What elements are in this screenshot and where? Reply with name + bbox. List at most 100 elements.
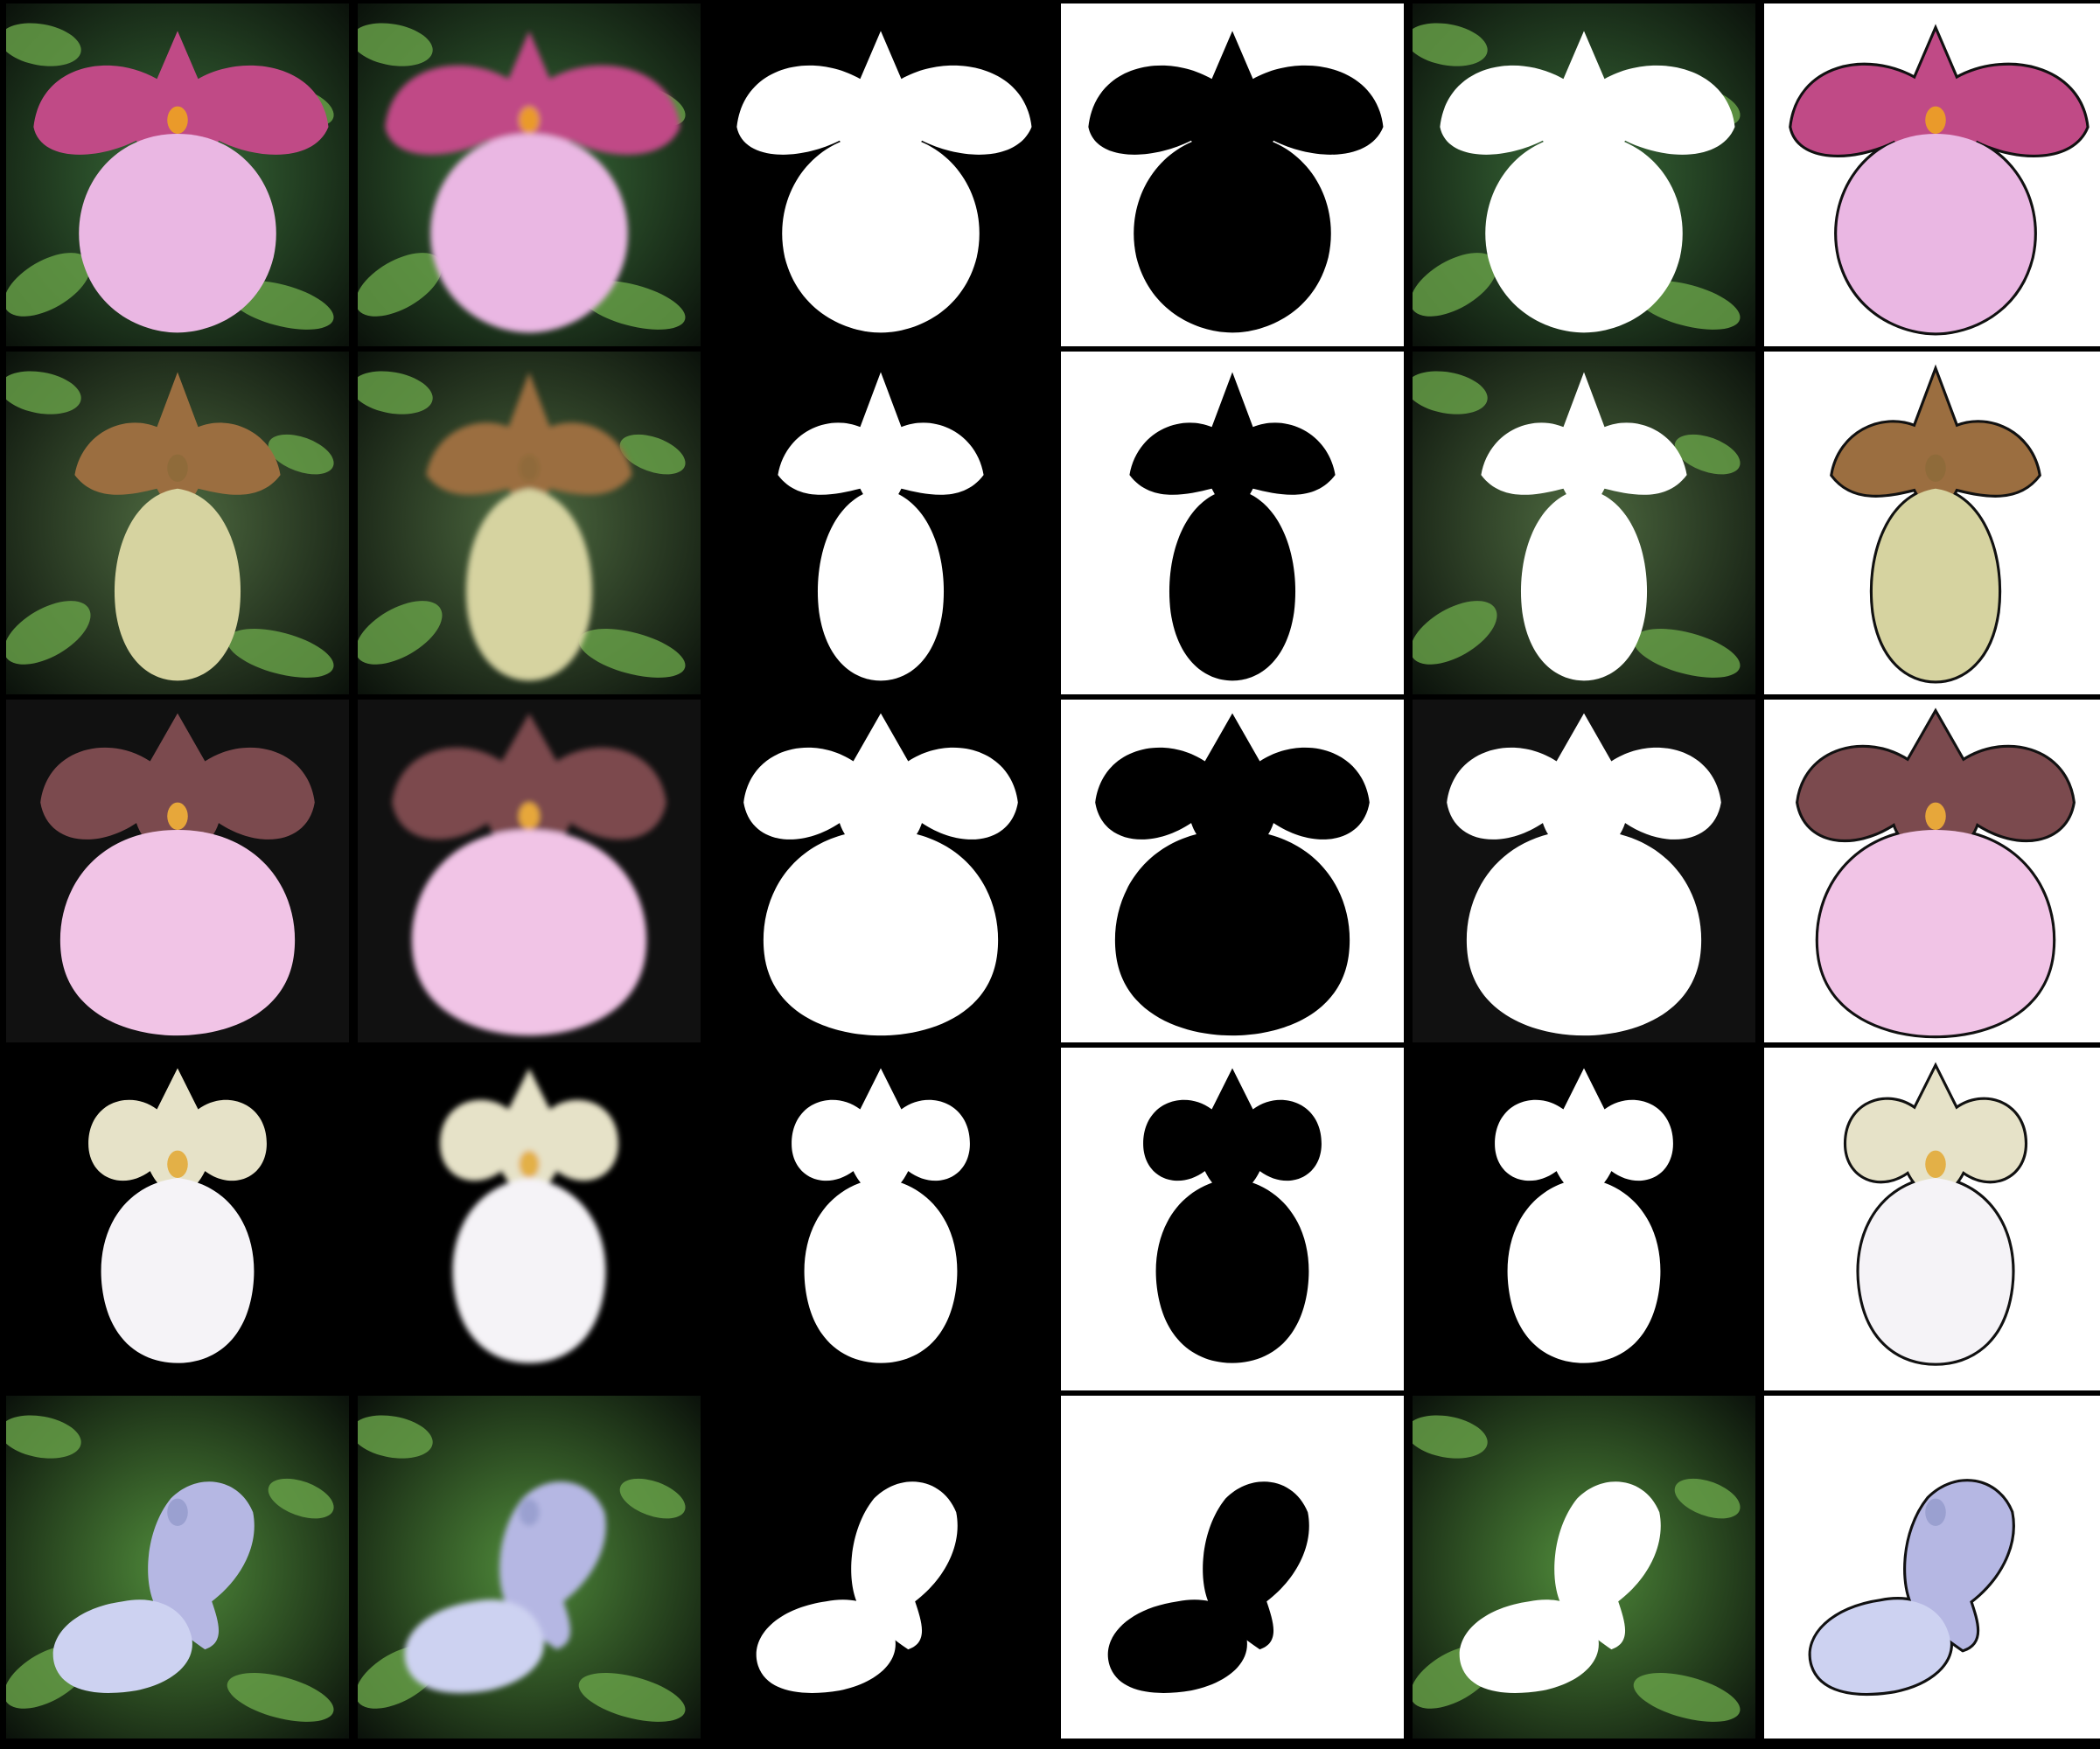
leaf-shape: [619, 434, 686, 475]
mask-lip: [1459, 1599, 1599, 1693]
tile-pink-slipper-orchid-inverted-mask: [1061, 3, 1404, 346]
flower-petals: [392, 713, 666, 851]
mask-petals: [1129, 372, 1336, 510]
flower-shape: [392, 713, 666, 1036]
tile-green-brown-slipper-orchid-original: [6, 352, 349, 694]
flower-center: [167, 1498, 188, 1526]
flower-center: [167, 1150, 188, 1178]
tile-white-slipper-orchid-original: [6, 1048, 349, 1390]
tile-blue-bellflower-reconstruction: [358, 1396, 701, 1739]
mask-petals: [1554, 1481, 1661, 1650]
tile-white-slipper-orchid-mask: [709, 1048, 1052, 1390]
flower-center: [167, 454, 188, 482]
flower-shape: [88, 1068, 267, 1363]
mask-petals: [1088, 31, 1384, 162]
flower-center: [1925, 1150, 1946, 1178]
flower-center: [1925, 454, 1946, 482]
leaf-shape: [358, 23, 433, 66]
flower-lip: [411, 829, 647, 1036]
tile-purple-pink-slipper-orchid-original: [6, 700, 349, 1042]
flower-center: [1925, 106, 1946, 134]
mask-petals: [1495, 1068, 1673, 1192]
mask-petals: [1095, 713, 1370, 851]
mask-lip: [1520, 488, 1648, 681]
tile-pink-slipper-orchid-foreground-composite: [1764, 3, 2100, 346]
tile-pink-slipper-orchid-background-composite: [1413, 3, 1755, 346]
flower-lip: [465, 488, 593, 681]
tile-white-slipper-orchid-inverted-mask: [1061, 1048, 1404, 1390]
mask-petals: [743, 713, 1018, 851]
tile-green-brown-slipper-orchid-background-composite: [1413, 352, 1755, 694]
leaf-shape: [1413, 601, 1497, 665]
mask-lip: [1134, 133, 1331, 333]
mask-lip: [1169, 488, 1296, 681]
flower-shape: [385, 31, 680, 333]
tile-green-brown-slipper-orchid-inverted-mask: [1061, 352, 1404, 694]
tile-image: [1061, 1396, 1404, 1739]
tile-pink-slipper-orchid-mask: [709, 3, 1052, 346]
mask-petals: [1447, 713, 1721, 851]
leaf-shape: [227, 629, 334, 678]
tile-image: [358, 700, 701, 1042]
flower-shape: [33, 31, 329, 333]
flower-lip: [1817, 829, 2054, 1036]
leaf-shape: [1633, 629, 1741, 678]
leaf-shape: [268, 434, 334, 475]
mask-lip: [1485, 133, 1683, 333]
tile-image: [1413, 1396, 1755, 1739]
tile-green-brown-slipper-orchid-reconstruction: [358, 352, 701, 694]
flower-shape: [404, 1481, 606, 1693]
leaf-shape: [6, 371, 81, 415]
leaf-shape: [358, 1415, 433, 1459]
leaf-shape: [578, 1673, 686, 1722]
mask-petals: [1143, 1068, 1322, 1192]
flower-center: [519, 1150, 540, 1178]
flower-lip: [404, 1599, 544, 1693]
tile-blue-bellflower-original: [6, 1396, 349, 1739]
mask-lip: [804, 1177, 958, 1363]
flower-petals: [33, 31, 329, 162]
flower-lip: [59, 829, 296, 1036]
flower-center: [519, 802, 540, 830]
mask-lip: [756, 1599, 896, 1693]
leaf-shape: [358, 371, 433, 415]
tile-image: [6, 352, 349, 694]
flower-center: [1925, 802, 1946, 830]
tile-image: [1061, 352, 1404, 694]
flower-lip: [101, 1177, 255, 1363]
mask-petals: [1440, 31, 1735, 162]
flower-shape: [52, 1481, 255, 1693]
tile-image: [6, 1048, 349, 1390]
mask-lip: [1466, 829, 1702, 1036]
mask-lip: [1107, 1599, 1247, 1693]
leaf-shape: [6, 23, 81, 66]
flower-lip: [1810, 1599, 1950, 1693]
mask-lip: [817, 488, 945, 681]
tile-pink-slipper-orchid-reconstruction: [358, 3, 701, 346]
flower-petals: [440, 1068, 618, 1192]
flower-center: [519, 454, 540, 482]
tile-blue-bellflower-background-composite: [1413, 1396, 1755, 1739]
leaf-shape: [1413, 23, 1488, 66]
flower-center: [1925, 1498, 1946, 1526]
tile-green-brown-slipper-orchid-mask: [709, 352, 1052, 694]
tile-blue-bellflower-mask: [709, 1396, 1052, 1739]
flower-lip: [430, 133, 628, 333]
tile-image: [358, 1396, 701, 1739]
flower-shape: [40, 713, 315, 1036]
flower-petals: [1791, 31, 2087, 162]
tile-image: [1061, 3, 1404, 346]
tile-green-brown-slipper-orchid-foreground-composite: [1764, 352, 2100, 694]
flower-lip: [114, 488, 241, 681]
tile-image: [709, 1048, 1052, 1390]
tile-image: [1764, 1048, 2100, 1390]
flower-shape: [1832, 372, 2039, 681]
flower-lip: [452, 1177, 606, 1363]
tile-white-slipper-orchid-reconstruction: [358, 1048, 701, 1390]
tile-image: [1413, 1048, 1755, 1390]
tile-image: [1764, 3, 2100, 346]
flower-shape: [74, 372, 281, 681]
mask-lip: [763, 829, 999, 1036]
tile-image: [1764, 700, 2100, 1042]
tile-purple-pink-slipper-orchid-foreground-composite: [1764, 700, 2100, 1042]
